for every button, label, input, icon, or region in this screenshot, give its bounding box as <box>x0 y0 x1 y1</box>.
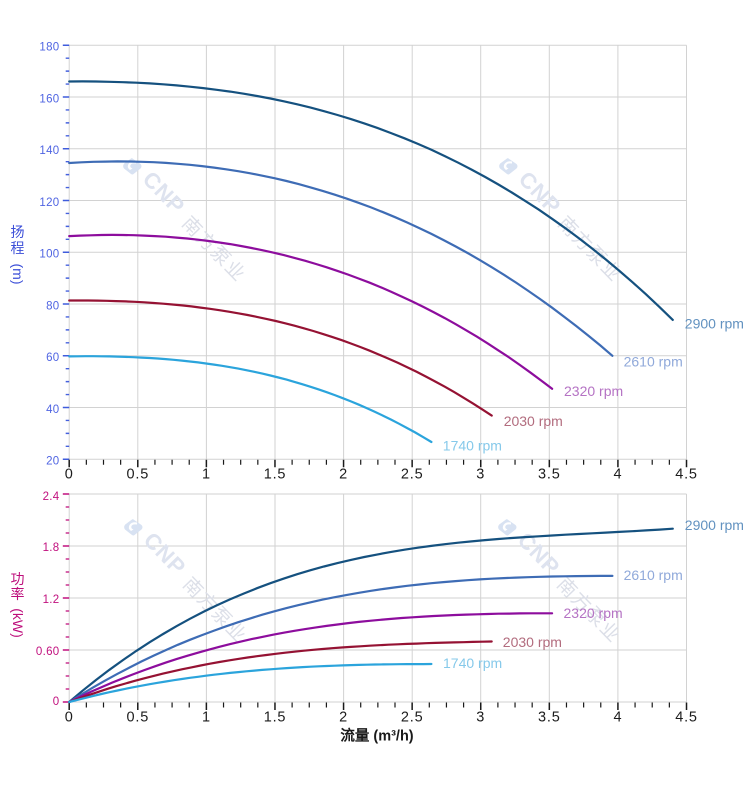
svg-text:100: 100 <box>39 249 59 261</box>
svg-text:(m): (m) <box>10 264 26 285</box>
svg-text:4.5: 4.5 <box>675 710 698 726</box>
svg-text:2900 rpm: 2900 rpm <box>685 517 744 533</box>
svg-text:180: 180 <box>39 42 59 54</box>
svg-text:2.5: 2.5 <box>401 467 424 483</box>
svg-text:1: 1 <box>202 710 211 726</box>
svg-text:4: 4 <box>613 710 622 726</box>
svg-text:2900 rpm: 2900 rpm <box>685 315 744 331</box>
svg-text:20: 20 <box>46 456 59 468</box>
svg-text:80: 80 <box>46 300 59 312</box>
svg-text:3: 3 <box>476 710 485 726</box>
svg-text:3: 3 <box>476 467 485 483</box>
svg-text:60: 60 <box>46 352 59 364</box>
svg-text:160: 160 <box>39 93 59 105</box>
svg-text:流量 (m³/h): 流量 (m³/h) <box>340 727 413 745</box>
svg-text:程: 程 <box>11 240 25 256</box>
svg-text:1740 rpm: 1740 rpm <box>443 437 502 453</box>
svg-text:1.8: 1.8 <box>43 542 60 554</box>
svg-text:140: 140 <box>39 145 59 157</box>
svg-text:2030 rpm: 2030 rpm <box>503 634 562 650</box>
svg-text:1: 1 <box>202 467 211 483</box>
svg-text:1.5: 1.5 <box>264 467 287 483</box>
svg-text:1.2: 1.2 <box>43 594 60 606</box>
svg-text:0: 0 <box>65 710 74 726</box>
svg-text:4: 4 <box>613 467 622 483</box>
svg-text:2.5: 2.5 <box>401 710 424 726</box>
svg-text:0.5: 0.5 <box>127 467 150 483</box>
svg-text:1740 rpm: 1740 rpm <box>443 655 502 671</box>
svg-text:3.5: 3.5 <box>538 467 561 483</box>
svg-text:(kW): (kW) <box>10 608 26 638</box>
svg-text:2: 2 <box>339 467 348 483</box>
svg-text:40: 40 <box>46 404 59 416</box>
svg-text:功: 功 <box>11 571 25 587</box>
svg-text:2610 rpm: 2610 rpm <box>624 567 683 583</box>
svg-text:扬: 扬 <box>11 224 25 240</box>
svg-text:2.4: 2.4 <box>43 491 60 503</box>
svg-text:0: 0 <box>53 696 60 708</box>
svg-text:2: 2 <box>339 710 348 726</box>
svg-text:率: 率 <box>11 586 25 602</box>
svg-text:4.5: 4.5 <box>675 467 698 483</box>
svg-text:2320 rpm: 2320 rpm <box>564 383 623 399</box>
svg-text:3.5: 3.5 <box>538 710 561 726</box>
svg-text:0: 0 <box>65 467 74 483</box>
svg-text:120: 120 <box>39 197 59 209</box>
svg-text:2320 rpm: 2320 rpm <box>564 605 623 621</box>
svg-text:2610 rpm: 2610 rpm <box>624 353 683 369</box>
svg-text:1.5: 1.5 <box>264 710 287 726</box>
svg-text:0.5: 0.5 <box>127 710 150 726</box>
svg-text:0.60: 0.60 <box>36 646 60 658</box>
svg-text:2030 rpm: 2030 rpm <box>504 413 563 429</box>
